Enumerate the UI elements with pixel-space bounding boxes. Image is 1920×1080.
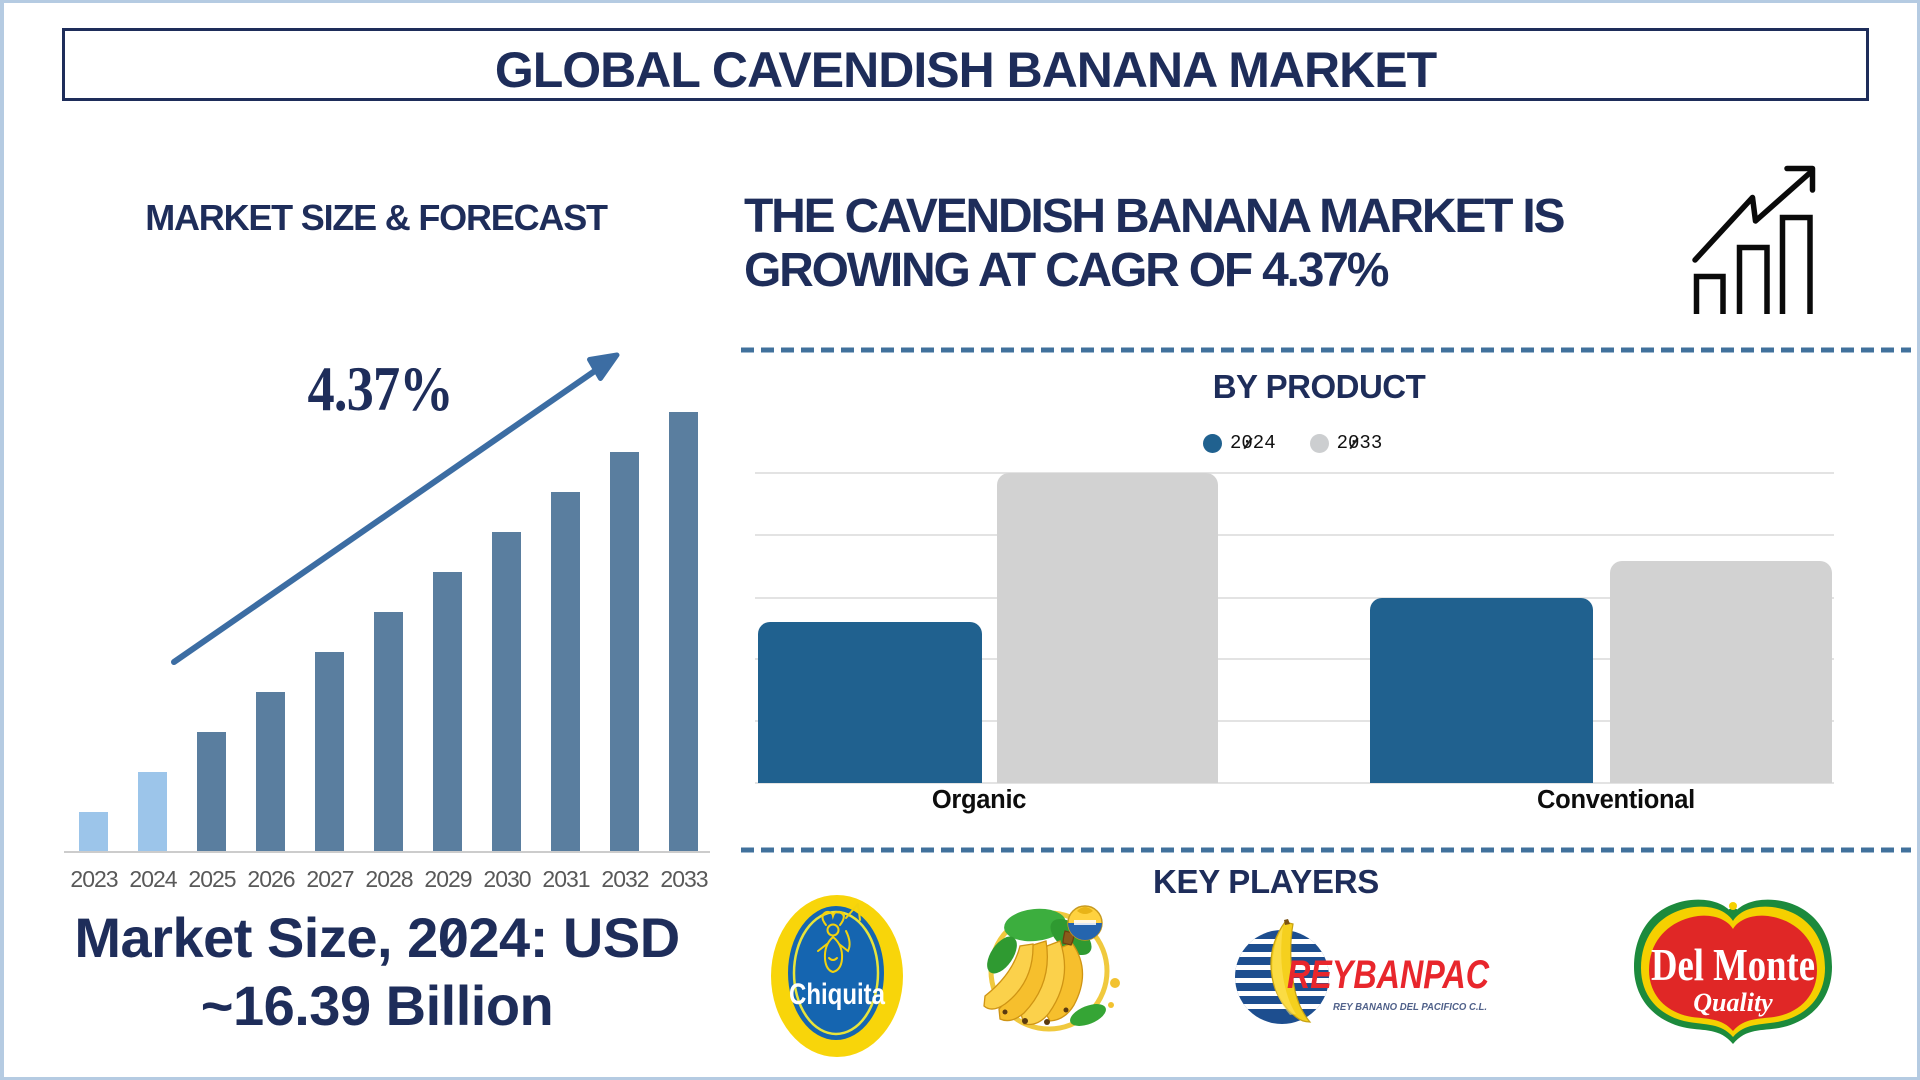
svg-text:Quality: Quality [1693,988,1773,1017]
svg-text:Del Monte: Del Monte [1651,939,1815,990]
svg-text:REY BANANO DEL PACIFICO C.L.: REY BANANO DEL PACIFICO C.L. [1333,1002,1487,1013]
svg-text:REYBANPAC: REYBANPAC [1287,953,1490,997]
svg-text:Chiquita: Chiquita [789,978,885,1011]
